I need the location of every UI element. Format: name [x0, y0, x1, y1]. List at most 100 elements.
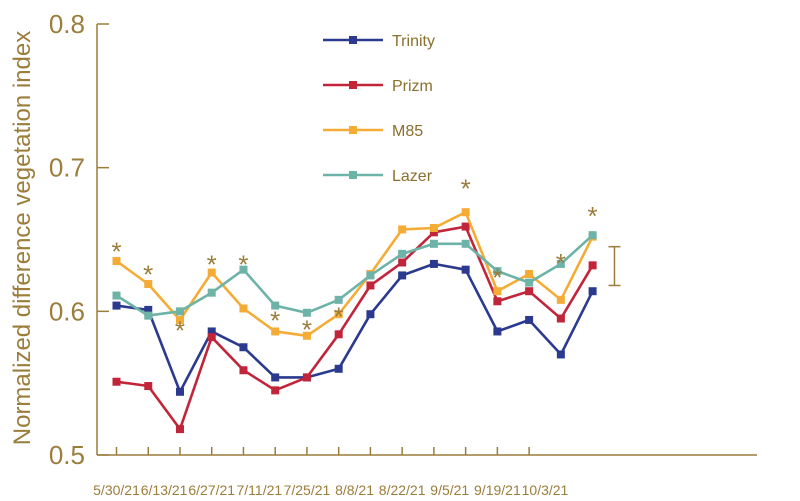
- data-point: [112, 257, 121, 266]
- series-prizm: [112, 222, 597, 434]
- data-point: [144, 382, 153, 391]
- data-point: [175, 425, 184, 434]
- series-line-trinity: [116, 262, 594, 394]
- data-point: [175, 387, 184, 396]
- series-lazer: [112, 231, 597, 320]
- data-point: [398, 271, 407, 280]
- data-point: [525, 269, 534, 278]
- series-line-lazer: [115, 234, 594, 317]
- data-point: [366, 281, 375, 290]
- legend-entry-lazer: Lazer: [323, 168, 433, 185]
- x-tick-label: 6/27/21: [188, 482, 235, 498]
- data-point: [398, 258, 407, 267]
- data-point: [239, 265, 248, 274]
- data-point: [429, 239, 438, 248]
- data-point: [175, 315, 184, 324]
- data-point: [556, 295, 565, 304]
- x-tick-label: 9/5/21: [430, 482, 469, 498]
- significance-asterisk: *: [302, 314, 312, 344]
- legend-label: Lazer: [392, 168, 433, 185]
- significance-asterisk: *: [334, 301, 344, 331]
- data-point: [271, 301, 280, 310]
- data-point: [334, 330, 343, 339]
- data-point: [588, 261, 597, 270]
- x-tick-label: 8/22/21: [379, 482, 426, 498]
- x-tick-label: 5/30/21: [93, 482, 140, 498]
- significance-annotations: * * * * * * * * * * * *: [111, 173, 597, 345]
- data-point: [271, 386, 280, 395]
- series-trinity: [112, 259, 597, 396]
- data-point: [207, 288, 216, 297]
- data-point: [239, 366, 248, 375]
- significance-asterisk: *: [492, 263, 502, 293]
- data-point: [175, 307, 184, 316]
- y-tick-label: 0.5: [49, 440, 85, 470]
- x-tick-label: 6/13/21: [141, 482, 188, 498]
- data-point: [334, 310, 343, 319]
- y-ticks: 0.5 0.6 0.7 0.8: [49, 9, 109, 470]
- significance-asterisk: *: [461, 173, 471, 203]
- data-point: [334, 295, 343, 304]
- data-point: [493, 287, 502, 296]
- significance-asterisk: *: [238, 250, 248, 280]
- data-point: [429, 259, 438, 268]
- data-point: [112, 301, 121, 310]
- data-point: [302, 373, 311, 382]
- data-point: [493, 267, 502, 276]
- legend-label: M85: [392, 123, 423, 140]
- legend-swatch-marker: [349, 171, 357, 179]
- data-point: [207, 333, 216, 342]
- y-tick-label: 0.8: [49, 9, 85, 39]
- significance-asterisk: *: [111, 237, 121, 267]
- data-point: [144, 311, 153, 320]
- data-point: [461, 239, 470, 248]
- data-point: [525, 278, 534, 287]
- data-point: [556, 350, 565, 359]
- x-tick-label: 9/19/21: [474, 482, 521, 498]
- data-point: [144, 280, 153, 289]
- significance-asterisk: *: [175, 316, 185, 346]
- data-point: [429, 224, 438, 233]
- data-point: [239, 304, 248, 313]
- x-tick-label: 8/8/21: [335, 482, 374, 498]
- data-point: [556, 259, 565, 268]
- data-point: [207, 327, 216, 336]
- data-point: [302, 331, 311, 340]
- y-tick-label: 0.6: [49, 296, 85, 326]
- legend-swatch-marker: [349, 81, 357, 89]
- data-point: [398, 225, 407, 234]
- data-point: [588, 231, 597, 240]
- data-point: [461, 222, 470, 231]
- data-point: [493, 297, 502, 306]
- legend: Trinity Prizm M85 Lazer: [323, 33, 435, 185]
- data-point: [556, 314, 565, 323]
- data-point: [334, 364, 343, 373]
- data-point: [525, 315, 534, 324]
- legend-entry-prizm: Prizm: [323, 78, 433, 95]
- data-point: [302, 308, 311, 317]
- x-tick-label: 7/25/21: [284, 482, 331, 498]
- significance-asterisk: *: [143, 260, 153, 290]
- legend-swatch-marker: [349, 126, 357, 134]
- data-point: [429, 228, 438, 237]
- series: [112, 208, 597, 434]
- data-point: [271, 373, 280, 382]
- x-tick-label: 10/3/21: [522, 482, 569, 498]
- x-ticks: 5/30/21 6/13/21 6/27/21 7/11/21 7/25/21 8/8/2…: [93, 447, 569, 498]
- legend-entry-trinity: Trinity: [323, 33, 435, 50]
- data-point: [271, 327, 280, 336]
- series-line-m85: [115, 210, 594, 338]
- error-bar: [608, 245, 621, 287]
- axes: [96, 24, 757, 456]
- data-point: [239, 343, 248, 352]
- data-point: [525, 287, 534, 296]
- data-point: [588, 287, 597, 296]
- significance-asterisk: *: [207, 250, 217, 280]
- legend-entry-m85: M85: [323, 123, 423, 140]
- legend-swatch-marker: [349, 36, 357, 44]
- data-point: [112, 291, 121, 300]
- significance-asterisk: *: [270, 306, 280, 336]
- data-point: [493, 327, 502, 336]
- y-axis-label: Normalized difference vegetation index: [9, 31, 36, 445]
